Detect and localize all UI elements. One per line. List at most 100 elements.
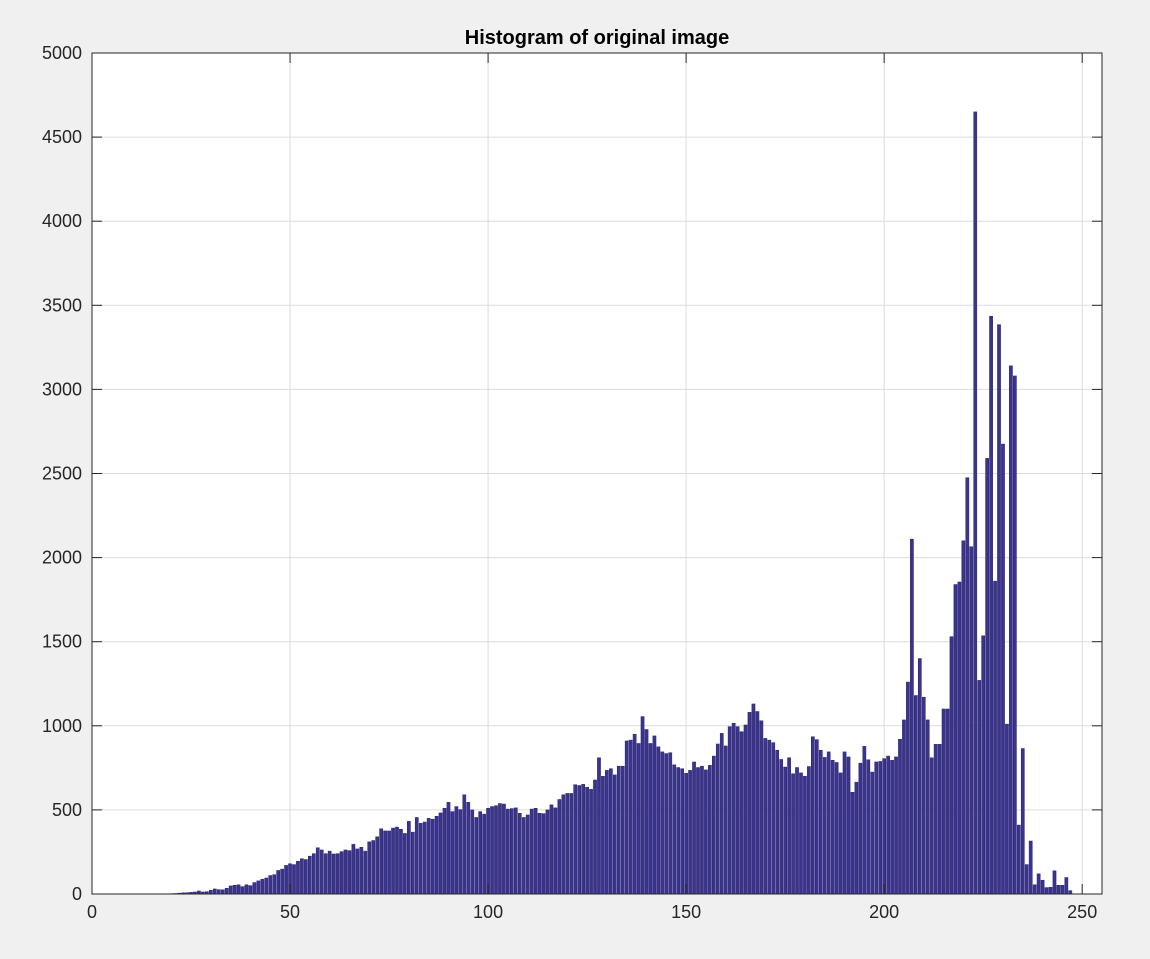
- y-tick-label: 1000: [42, 716, 82, 736]
- histogram-bar: [1065, 878, 1068, 894]
- y-tick-label: 4500: [42, 127, 82, 147]
- histogram-bar: [253, 883, 256, 894]
- histogram-bar: [665, 754, 668, 894]
- histogram-bar: [938, 744, 941, 894]
- histogram-bar: [213, 889, 216, 894]
- histogram-bar: [229, 886, 232, 894]
- histogram-bar: [1053, 871, 1056, 894]
- histogram-bar: [918, 659, 921, 894]
- histogram-bar: [368, 842, 371, 894]
- histogram-bar: [562, 795, 565, 894]
- histogram-bar: [1021, 749, 1024, 894]
- histogram-bar: [803, 776, 806, 894]
- histogram-bar: [589, 789, 592, 894]
- histogram-bar: [736, 727, 739, 894]
- histogram-bar: [724, 746, 727, 894]
- x-tick-label: 250: [1067, 902, 1097, 922]
- histogram-bar: [625, 741, 628, 894]
- histogram-bar: [609, 769, 612, 894]
- histogram-bar: [764, 738, 767, 894]
- histogram-bar: [835, 762, 838, 894]
- histogram-bar: [914, 696, 917, 894]
- x-tick-label: 200: [869, 902, 899, 922]
- histogram-bar: [463, 795, 466, 894]
- histogram-bar: [871, 772, 874, 894]
- histogram-bar: [986, 458, 989, 894]
- histogram-bar: [558, 799, 561, 894]
- histogram-bar: [633, 734, 636, 894]
- histogram-bar: [399, 829, 402, 894]
- histogram-bar: [312, 854, 315, 894]
- histogram-bar: [479, 812, 482, 894]
- histogram-bar: [1001, 444, 1004, 894]
- histogram-bar: [661, 752, 664, 894]
- histogram-bar: [403, 833, 406, 894]
- histogram-bar: [974, 112, 977, 894]
- histogram-bar: [296, 861, 299, 894]
- histogram-bar: [673, 765, 676, 894]
- histogram-bar: [795, 768, 798, 894]
- histogram-bar: [934, 744, 937, 894]
- x-tick-label: 150: [671, 902, 701, 922]
- histogram-bar: [566, 793, 569, 894]
- histogram-bar: [510, 809, 513, 894]
- histogram-bar: [740, 732, 743, 894]
- y-tick-label: 3500: [42, 295, 82, 315]
- histogram-bar: [1005, 724, 1008, 894]
- histogram-bar: [681, 769, 684, 894]
- histogram-bar: [649, 743, 652, 894]
- histogram-bar: [843, 752, 846, 894]
- histogram-bar: [744, 725, 747, 894]
- histogram-bar: [902, 720, 905, 894]
- histogram-bar: [447, 802, 450, 894]
- histogram-bar: [819, 750, 822, 894]
- histogram-bar: [1009, 366, 1012, 894]
- histogram-bar: [926, 720, 929, 894]
- histogram-bar: [601, 776, 604, 894]
- y-tick-label: 3000: [42, 379, 82, 399]
- histogram-bar: [930, 758, 933, 894]
- histogram-bar: [459, 810, 462, 894]
- histogram-bar: [570, 793, 573, 894]
- y-tick-label: 500: [52, 800, 82, 820]
- histogram-bar: [376, 837, 379, 894]
- histogram-bar: [950, 637, 953, 894]
- histogram-bar: [502, 804, 505, 894]
- histogram-bar: [708, 765, 711, 894]
- chart-title: Histogram of original image: [465, 27, 729, 49]
- histogram-bar: [692, 762, 695, 894]
- histogram-bar: [372, 841, 375, 894]
- histogram-bar: [530, 809, 533, 894]
- histogram-bar: [1057, 885, 1060, 894]
- histogram-bar: [257, 881, 260, 894]
- histogram-bar: [799, 773, 802, 894]
- histogram-bar: [281, 869, 284, 894]
- histogram-bar: [269, 876, 272, 895]
- histogram-bar: [887, 756, 890, 894]
- histogram-bar: [597, 758, 600, 894]
- histogram-bar: [380, 829, 383, 894]
- histogram-bar: [300, 859, 303, 894]
- histogram-bar: [265, 878, 268, 894]
- histogram-bar: [467, 802, 470, 894]
- histogram-bar: [716, 744, 719, 894]
- histogram-bar: [344, 850, 347, 894]
- histogram-bar: [657, 747, 660, 894]
- histogram-bar: [831, 760, 834, 894]
- histogram-bar: [645, 730, 648, 895]
- histogram-bar: [249, 886, 252, 894]
- histogram-bar: [1017, 825, 1020, 894]
- histogram-bar: [712, 756, 715, 894]
- histogram-bar: [756, 712, 759, 895]
- histogram-bar: [621, 766, 624, 894]
- histogram-bar: [1041, 880, 1044, 894]
- histogram-bar: [990, 316, 993, 894]
- histogram-bar: [483, 814, 486, 894]
- histogram-bar: [815, 740, 818, 894]
- histogram-bar: [637, 743, 640, 894]
- histogram-bar: [550, 805, 553, 894]
- histogram-bar: [894, 757, 897, 894]
- histogram-bar: [538, 813, 541, 894]
- histogram-bar: [966, 478, 969, 894]
